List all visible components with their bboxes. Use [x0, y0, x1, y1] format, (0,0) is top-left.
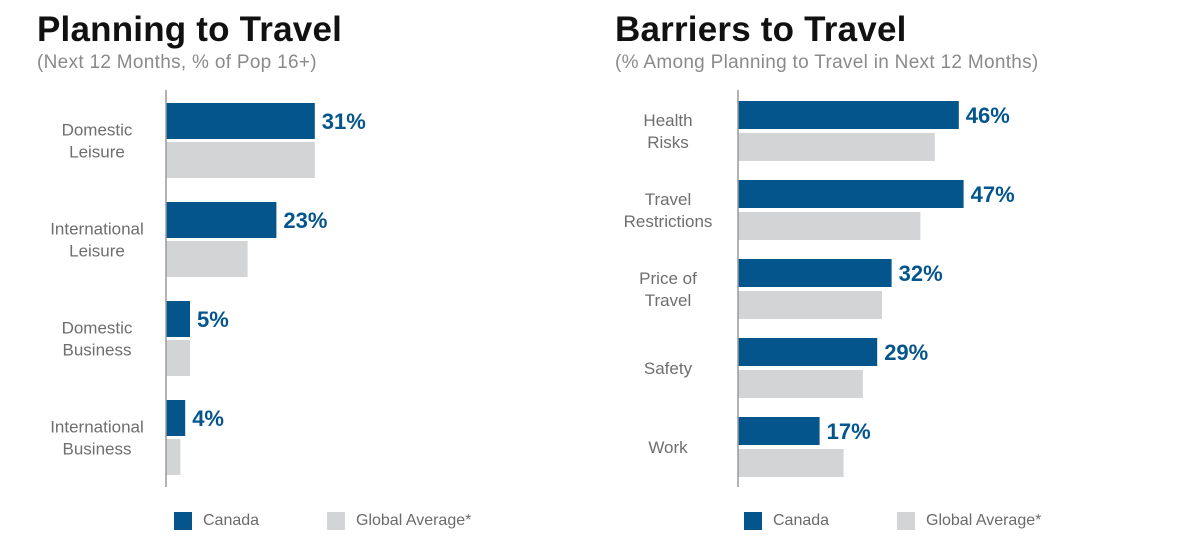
bar-global-average — [738, 370, 863, 398]
legend-item-global: Global Average* — [897, 512, 1041, 530]
bar-canada — [166, 400, 186, 436]
category-label: Business — [63, 341, 132, 360]
data-label-canada: 5% — [197, 307, 229, 332]
legend-item-canada: Canada — [744, 512, 829, 530]
bar-canada — [738, 417, 820, 445]
chart-subtitle: (% Among Planning to Travel in Next 12 M… — [615, 52, 1039, 73]
bar-canada — [738, 338, 878, 366]
bar-canada — [738, 259, 892, 287]
chart-title: Planning to Travel — [37, 10, 343, 49]
bar-global-average — [166, 241, 248, 277]
bar-global-average — [738, 133, 935, 161]
bar-global-average — [166, 439, 181, 475]
data-label-canada: 47% — [971, 182, 1015, 207]
planning-to-travel-panel: Planning to Travel (Next 12 Months, % of… — [37, 10, 471, 530]
legend-label-canada: Canada — [773, 512, 830, 529]
legend-swatch-global — [327, 512, 345, 530]
legend-label-canada: Canada — [203, 512, 260, 529]
category-label: Safety — [644, 359, 693, 378]
bar-canada — [166, 103, 315, 139]
bar-global-average — [738, 212, 921, 240]
category-label: International — [50, 418, 144, 437]
bar-global-average — [166, 340, 190, 376]
legend-swatch-canada — [744, 512, 762, 530]
data-label-canada: 23% — [283, 208, 327, 233]
bar-canada — [738, 101, 959, 129]
category-label: Leisure — [69, 143, 125, 162]
category-label: Travel — [645, 190, 692, 209]
legend-swatch-global — [897, 512, 915, 530]
data-label-canada: 31% — [322, 109, 366, 134]
legend-item-global: Global Average* — [327, 512, 471, 530]
data-label-canada: 4% — [192, 406, 224, 431]
data-label-canada: 17% — [827, 419, 871, 444]
category-label: Travel — [645, 291, 692, 310]
category-label: Risks — [647, 133, 689, 152]
data-label-canada: 29% — [884, 340, 928, 365]
category-label: Leisure — [69, 242, 125, 261]
bar-canada — [738, 180, 964, 208]
category-label: Health — [643, 111, 692, 130]
barriers-to-travel-chart: 46% Health Risks 47% Travel Restrictions 32% Pr… — [624, 90, 1015, 487]
chart-subtitle: (Next 12 Months, % of Pop 16+) — [37, 52, 317, 73]
category-label: Domestic — [62, 121, 133, 140]
chart-title: Barriers to Travel — [615, 10, 907, 49]
category-label: Business — [63, 440, 132, 459]
category-label: Price of — [639, 269, 697, 288]
legend-swatch-canada — [174, 512, 192, 530]
bar-canada — [166, 301, 190, 337]
barriers-to-travel-panel: Barriers to Travel (% Among Planning to … — [600, 0, 1200, 546]
category-label: International — [50, 220, 144, 239]
category-label: Restrictions — [624, 212, 713, 231]
data-label-canada: 32% — [899, 261, 943, 286]
legend-label-global: Global Average* — [356, 512, 472, 529]
bar-global-average — [738, 291, 882, 319]
legend-item-canada: Canada — [174, 512, 259, 530]
legend-label-global: Global Average* — [926, 512, 1042, 529]
bar-global-average — [738, 449, 844, 477]
bar-global-average — [166, 142, 315, 178]
bar-canada — [166, 202, 277, 238]
category-label: Work — [648, 438, 688, 457]
data-label-canada: 46% — [966, 103, 1010, 128]
planning-to-travel-chart: 31% Domestic Leisure 23% International Leisur… — [50, 90, 366, 487]
category-label: Domestic — [62, 319, 133, 338]
